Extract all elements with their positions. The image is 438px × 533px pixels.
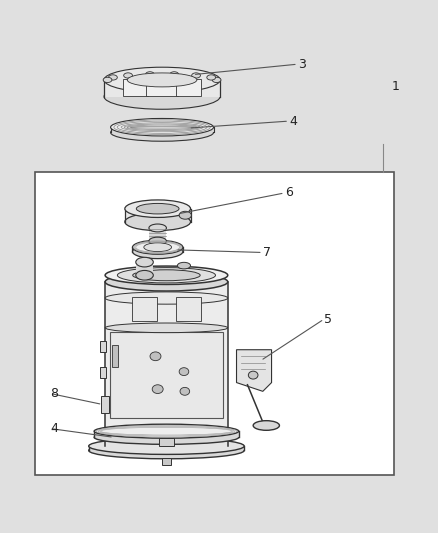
Ellipse shape: [117, 268, 215, 283]
Ellipse shape: [136, 270, 153, 280]
Ellipse shape: [110, 124, 214, 141]
Text: 1: 1: [392, 80, 400, 93]
Ellipse shape: [192, 73, 201, 78]
Bar: [123, 79, 148, 96]
Polygon shape: [125, 209, 191, 222]
Bar: [100, 341, 106, 352]
Text: 6: 6: [285, 187, 293, 199]
Ellipse shape: [133, 270, 200, 281]
Ellipse shape: [132, 240, 183, 254]
Ellipse shape: [104, 67, 220, 93]
Ellipse shape: [177, 262, 191, 269]
Ellipse shape: [105, 266, 228, 285]
Bar: [176, 297, 201, 321]
Text: 4: 4: [289, 115, 297, 127]
Bar: [105, 282, 228, 446]
Polygon shape: [132, 247, 183, 252]
Ellipse shape: [180, 387, 190, 395]
Bar: [110, 332, 223, 418]
Ellipse shape: [136, 257, 153, 267]
Bar: [162, 458, 171, 465]
Text: 3: 3: [298, 58, 306, 71]
Bar: [100, 367, 106, 378]
Bar: [35, 172, 394, 474]
Ellipse shape: [136, 204, 179, 214]
Bar: [149, 228, 166, 241]
Ellipse shape: [207, 75, 215, 80]
Ellipse shape: [105, 273, 228, 291]
Ellipse shape: [88, 442, 244, 459]
Polygon shape: [94, 431, 239, 437]
Ellipse shape: [248, 371, 258, 379]
Ellipse shape: [149, 237, 166, 245]
Polygon shape: [88, 446, 244, 450]
Ellipse shape: [105, 292, 228, 304]
Polygon shape: [237, 350, 272, 391]
Polygon shape: [104, 80, 220, 96]
Text: 7: 7: [263, 246, 271, 259]
Ellipse shape: [125, 213, 191, 231]
Bar: [132, 297, 157, 321]
Ellipse shape: [179, 368, 189, 376]
Ellipse shape: [253, 421, 279, 430]
Bar: [101, 395, 109, 413]
Ellipse shape: [105, 323, 228, 333]
Ellipse shape: [144, 243, 172, 252]
Bar: [176, 79, 201, 96]
Bar: [146, 79, 178, 96]
Ellipse shape: [110, 118, 214, 136]
Text: 4: 4: [50, 422, 58, 435]
Bar: [159, 438, 174, 446]
Bar: [112, 345, 118, 367]
Ellipse shape: [170, 72, 179, 77]
Bar: [136, 262, 153, 275]
Ellipse shape: [152, 385, 163, 393]
Ellipse shape: [94, 430, 239, 445]
Ellipse shape: [127, 73, 197, 87]
Ellipse shape: [88, 438, 244, 455]
Ellipse shape: [179, 211, 191, 219]
Ellipse shape: [212, 77, 221, 83]
Polygon shape: [110, 127, 214, 133]
Ellipse shape: [150, 352, 161, 361]
Ellipse shape: [125, 200, 191, 217]
Ellipse shape: [103, 77, 112, 83]
Text: 5: 5: [324, 312, 332, 326]
Ellipse shape: [124, 73, 132, 78]
Ellipse shape: [145, 72, 154, 77]
Ellipse shape: [109, 75, 117, 80]
Ellipse shape: [132, 245, 183, 259]
Ellipse shape: [94, 424, 239, 438]
Ellipse shape: [104, 84, 220, 109]
Text: 8: 8: [50, 387, 58, 400]
Ellipse shape: [149, 224, 166, 232]
